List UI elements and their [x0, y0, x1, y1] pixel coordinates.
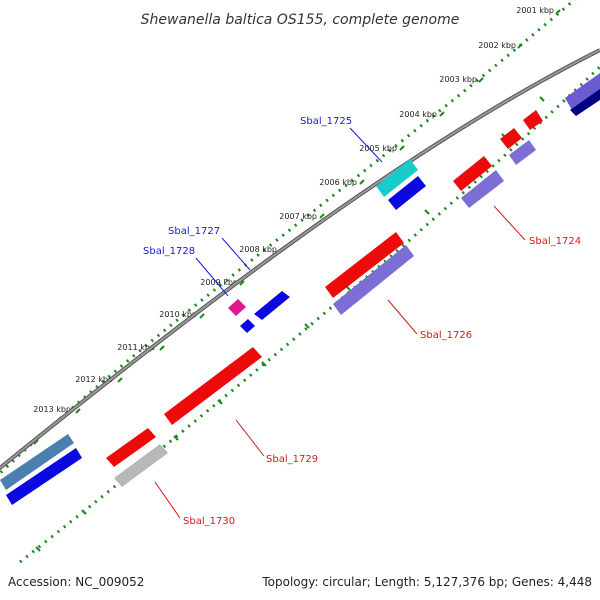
tick-label: 2003 kbp	[439, 75, 477, 84]
gene-label-sbal-1727[interactable]: Sbal_1727	[168, 226, 220, 237]
tick-label: 2008 kbp	[239, 245, 277, 254]
gene-feature-sbal-1730[interactable]	[114, 444, 168, 487]
tick-label: 2005 kbp	[359, 144, 397, 153]
genome-summary-text: Topology: circular; Length: 5,127,376 bp…	[261, 575, 592, 589]
gene-feature[interactable]	[106, 428, 156, 467]
gene-feature-sbal-1728[interactable]	[228, 299, 246, 316]
gene-feature[interactable]	[254, 291, 290, 320]
genome-backbone	[0, 48, 600, 471]
tick-label: 2002 kbp	[478, 41, 516, 50]
gene-feature[interactable]	[565, 73, 600, 110]
gene-feature[interactable]	[523, 110, 543, 130]
reverse-strand-features	[106, 110, 543, 487]
forward-strand-features	[0, 73, 600, 505]
gene-feature-sbal-1729[interactable]	[164, 347, 262, 425]
accession-text: Accession: NC_009052	[8, 575, 144, 589]
gene-feature[interactable]	[453, 156, 492, 191]
gene-feature-sbal-1725[interactable]	[376, 159, 418, 197]
tick-label: 2001 kbp	[516, 6, 554, 15]
gene-label-sbal-1728[interactable]: Sbal_1728	[143, 246, 195, 257]
label-leaders	[154, 127, 526, 519]
gene-feature[interactable]	[0, 434, 74, 490]
gene-label-sbal-1729[interactable]: Sbal_1729	[266, 454, 318, 465]
gene-feature-sbal-1727[interactable]	[240, 319, 255, 333]
gene-feature[interactable]	[570, 89, 600, 116]
tick-label: 2004 kbp	[399, 110, 437, 119]
tick-label: 2011 kbp	[117, 343, 155, 352]
gene-label-sbal-1724[interactable]: Sbal_1724	[529, 236, 581, 247]
gene-label-sbal-1730[interactable]: Sbal_1730	[183, 516, 235, 527]
map-title: Shewanella baltica OS155, complete genom…	[141, 12, 460, 28]
gene-feature-sbal-1724[interactable]	[461, 170, 504, 208]
gene-feature[interactable]	[325, 232, 404, 298]
gene-feature-sbal-1726[interactable]	[333, 245, 414, 315]
inner-major-ticks	[35, 96, 545, 552]
gene-feature[interactable]	[500, 128, 522, 149]
tick-label: 2013 kbp	[33, 405, 71, 414]
outer-scale-ring	[0, 0, 577, 476]
gene-label-sbal-1725[interactable]: Sbal_1725	[300, 116, 352, 127]
gene-feature[interactable]	[388, 176, 426, 210]
gene-feature[interactable]	[509, 140, 536, 165]
tick-label: 2012 kbp	[75, 375, 113, 384]
gene-label-sbal-1726[interactable]: Sbal_1726	[420, 330, 472, 341]
tick-label: 2006 kbp	[319, 178, 357, 187]
gene-feature[interactable]	[6, 448, 82, 505]
outer-major-ticks	[33, 9, 561, 445]
tick-label: 2007 kbp	[279, 212, 317, 221]
tick-label: 2009 kbp	[200, 278, 238, 287]
tick-label: 2010 kbp	[159, 310, 197, 319]
genome-backbone-highlight	[0, 49, 600, 470]
